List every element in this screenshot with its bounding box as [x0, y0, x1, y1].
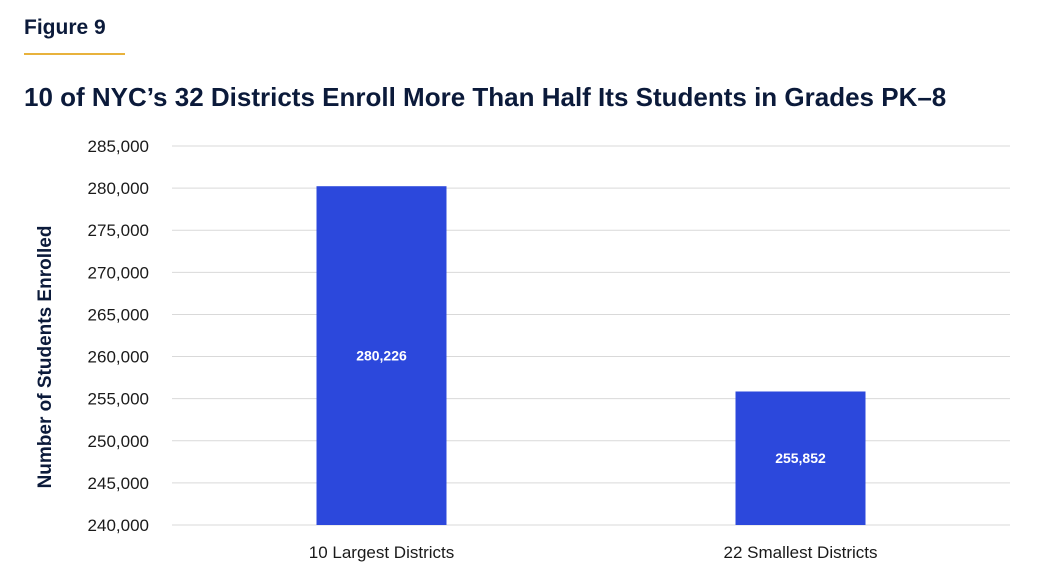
x-tick-label: 10 Largest Districts: [309, 543, 455, 562]
bars: 280,226 255,852: [316, 186, 866, 525]
y-tick-label: 275,000: [88, 221, 149, 240]
gridlines: [172, 145, 1010, 526]
y-tick-label: 280,000: [88, 179, 149, 198]
figure-label: Figure 9: [24, 16, 106, 39]
x-axis-ticks: 10 Largest Districts 22 Smallest District…: [309, 543, 878, 562]
bar-1: [316, 186, 447, 525]
x-tick-label: 22 Smallest Districts: [724, 543, 878, 562]
bar-data-label: 280,226: [356, 348, 407, 364]
y-tick-label: 265,000: [88, 305, 149, 324]
y-axis-ticks: 240,000 245,000 250,000 255,000 260,000 265,0…: [88, 137, 149, 535]
bar-data-label: 255,852: [775, 450, 826, 466]
y-tick-label: 270,000: [88, 263, 149, 282]
y-tick-label: 260,000: [88, 348, 149, 367]
y-tick-label: 240,000: [88, 516, 149, 535]
y-tick-label: 255,000: [88, 390, 149, 409]
bar-2: [735, 391, 866, 525]
y-tick-label: 250,000: [88, 432, 149, 451]
y-tick-label: 285,000: [88, 137, 149, 156]
chart-title: 10 of NYC’s 32 Districts Enroll More Tha…: [24, 82, 947, 112]
y-tick-label: 245,000: [88, 474, 149, 493]
figure-label-rule: [24, 53, 125, 55]
y-axis-label: Number of Students Enrolled: [35, 226, 56, 489]
